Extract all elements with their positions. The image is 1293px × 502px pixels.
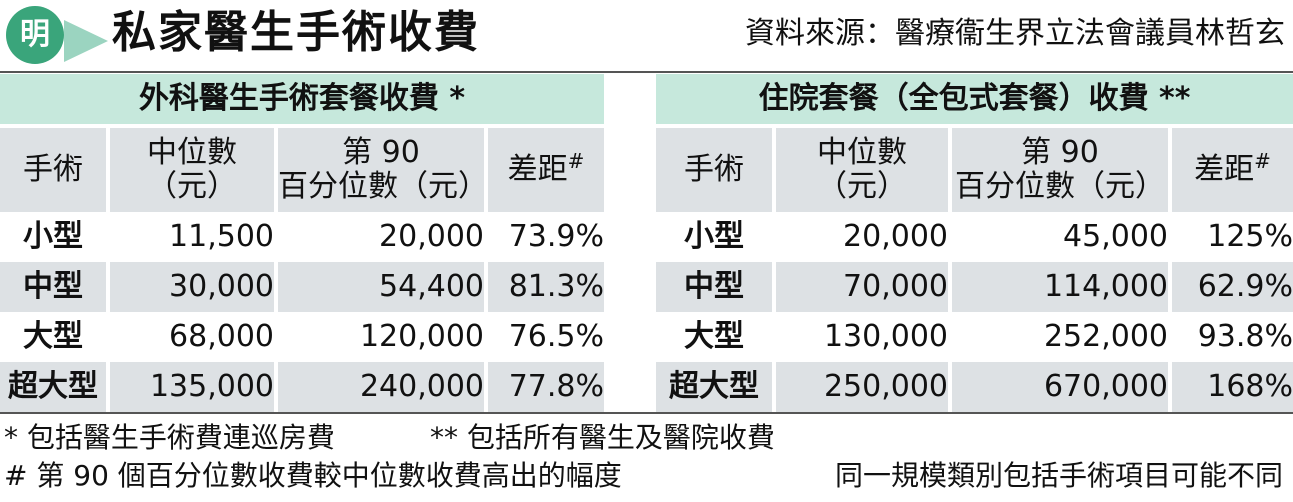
col-header-p90: 第 90 百分位數（元） [274, 124, 488, 212]
footnote-hash: # 第 90 個百分位數收費較中位數收費高出的幅度 [4, 459, 622, 492]
table-row: 小型 11,500 20,000 73.9% [0, 212, 605, 262]
footnote-single-star: * 包括醫生手術費連巡房費 [4, 421, 335, 454]
inpatient-package-table: 住院套餐（全包式套餐）收費 ** 手術 中位數 （元） 第 90 百分位數（元） 差… [656, 74, 1293, 412]
footnote-note: 同一規模類別包括手術項目可能不同 [834, 459, 1283, 492]
bottom-divider [0, 412, 1293, 414]
table-header-row: 手術 中位數 （元） 第 90 百分位數（元） 差距# [656, 124, 1293, 212]
col-header-diff: 差距# [1168, 124, 1293, 212]
source-note: 資料來源：醫療衞生界立法會議員林哲玄 [745, 16, 1285, 51]
top-divider [0, 71, 1293, 73]
logo: 明 [6, 6, 108, 64]
logo-mark-icon: 明 [6, 6, 64, 64]
table-caption: 住院套餐（全包式套餐）收費 ** [656, 74, 1293, 124]
col-header-diff: 差距# [484, 124, 605, 212]
table-caption: 外科醫生手術套餐收費 * [0, 74, 605, 124]
table-header-row: 手術 中位數 （元） 第 90 百分位數（元） 差距# [0, 124, 605, 212]
table-row: 中型 70,000 114,000 62.9% [656, 262, 1293, 312]
surgeon-fee-table: 外科醫生手術套餐收費 * 手術 中位數 （元） 第 90 百分位數（元） 差距# 小… [0, 74, 605, 412]
col-header-procedure: 手術 [656, 124, 772, 212]
col-header-procedure: 手術 [0, 124, 106, 212]
table-row: 大型 130,000 252,000 93.8% [656, 312, 1293, 362]
table-row: 中型 30,000 54,400 81.3% [0, 262, 605, 312]
logo-arrow-icon [64, 20, 108, 62]
page-title: 私家醫生手術收費 [112, 7, 480, 58]
col-header-p90: 第 90 百分位數（元） [948, 124, 1168, 212]
footnote-double-star: ** 包括所有醫生及醫院收費 [430, 421, 775, 454]
table-row: 大型 68,000 120,000 76.5% [0, 312, 605, 362]
col-header-median: 中位數 （元） [772, 124, 948, 212]
table-row: 超大型 135,000 240,000 77.8% [0, 362, 605, 412]
col-header-median: 中位數 （元） [106, 124, 274, 212]
table-row: 小型 20,000 45,000 125% [656, 212, 1293, 262]
header: 明 私家醫生手術收費 資料來源：醫療衞生界立法會議員林哲玄 [0, 0, 1293, 72]
table-row: 超大型 250,000 670,000 168% [656, 362, 1293, 412]
